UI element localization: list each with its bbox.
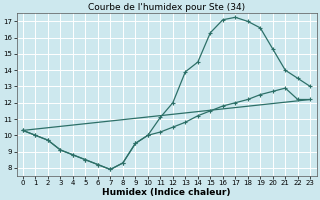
X-axis label: Humidex (Indice chaleur): Humidex (Indice chaleur) <box>102 188 231 197</box>
Title: Courbe de l'humidex pour Ste (34): Courbe de l'humidex pour Ste (34) <box>88 3 245 12</box>
